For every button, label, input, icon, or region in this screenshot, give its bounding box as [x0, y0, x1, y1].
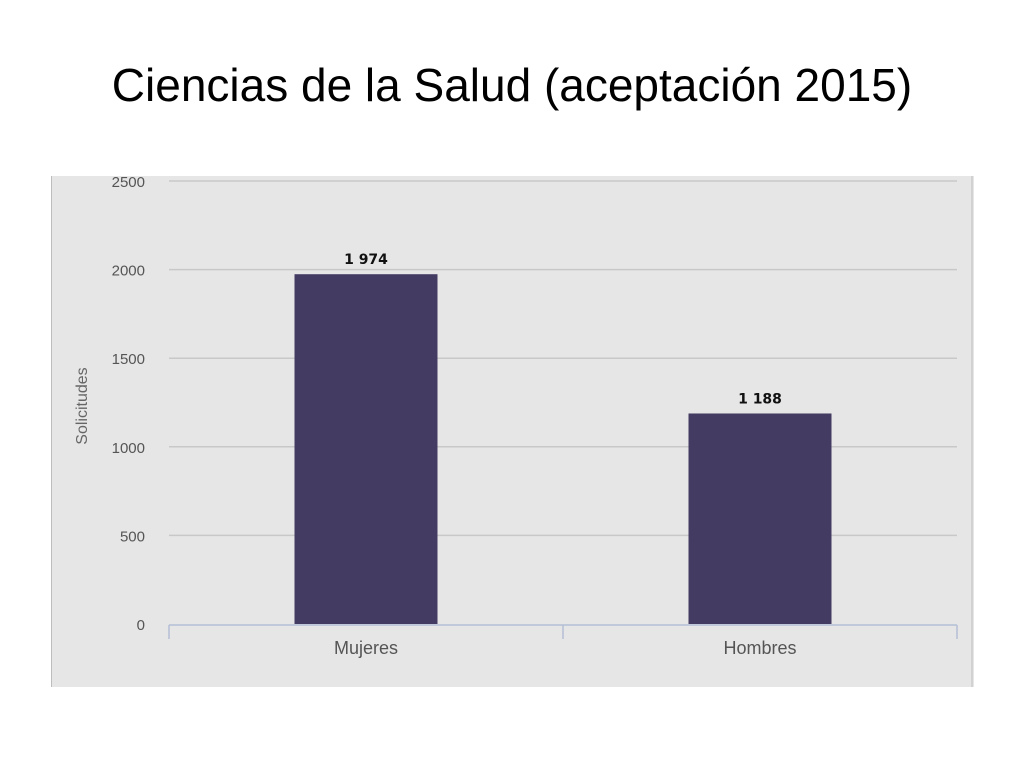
bar-hombres [688, 413, 832, 624]
y-tick-label: 1000 [112, 440, 145, 457]
bars [294, 274, 832, 624]
x-category-label: Hombres [723, 638, 796, 658]
y-tick-label: 2000 [112, 263, 145, 280]
bar-mujeres [294, 274, 438, 624]
data-label: 1 974 [344, 252, 388, 268]
x-category-label: Mujeres [334, 638, 398, 658]
data-label: 1 188 [738, 391, 782, 407]
y-axis-title: Solicitudes [74, 367, 91, 444]
x-axis: Mujeres Hombres [168, 624, 958, 658]
y-tick-label: 500 [120, 528, 145, 545]
y-tick-label: 0 [137, 617, 145, 634]
y-axis-ticks: 0 500 1000 1500 2000 2500 [112, 176, 145, 634]
slide-title: Ciencias de la Salud (aceptación 2015) [111, 59, 913, 111]
y-tick-label: 1500 [112, 351, 145, 368]
y-tick-label: 2500 [112, 176, 145, 191]
data-labels: 1 974 1 188 [344, 252, 782, 407]
chart-area: 0 500 1000 1500 2000 2500 Solicitudes 1 974 1 … [51, 176, 974, 687]
plot-background [51, 176, 974, 687]
